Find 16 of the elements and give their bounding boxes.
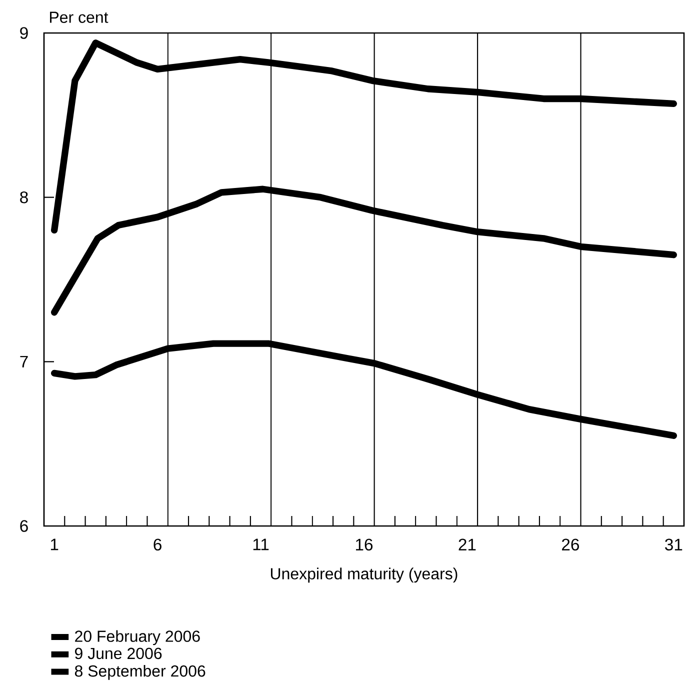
- x-tick-label: 6: [154, 538, 162, 551]
- x-axis-title: Unexpired maturity (years): [270, 568, 458, 583]
- y-tick-label: 6: [20, 520, 28, 532]
- x-tick-label: 26: [562, 538, 579, 551]
- y-tick-label: 8: [20, 191, 28, 204]
- x-tick-label: 11: [253, 538, 269, 550]
- x-tick-label: 31: [665, 538, 682, 551]
- x-tick-label: 21: [458, 538, 476, 550]
- legend-label: 9 June 2006: [75, 648, 162, 660]
- legend-label: 8 September 2006: [74, 664, 206, 680]
- x-tick-label: 16: [356, 538, 373, 551]
- y-tick-label: 9: [20, 27, 28, 39]
- x-tick-label: 1: [50, 538, 58, 550]
- y-tick-label: 7: [20, 356, 28, 368]
- y-axis-title: Per cent: [50, 12, 108, 23]
- legend-label: 20 February 2006: [75, 630, 200, 646]
